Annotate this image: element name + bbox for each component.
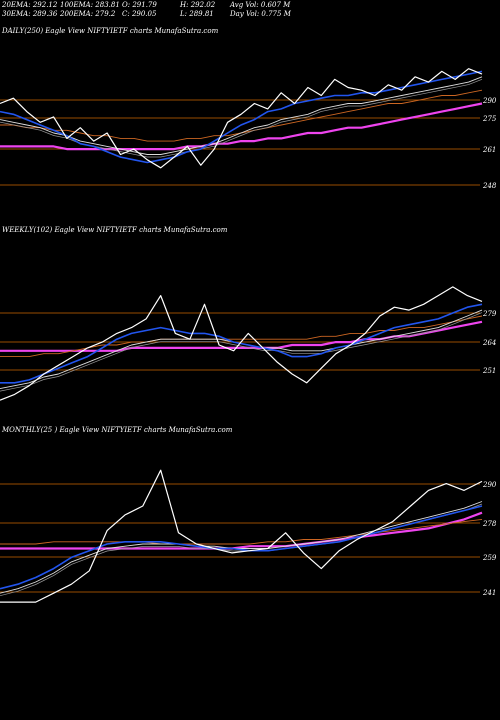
stat-value: 279.2	[93, 10, 116, 18]
y-tick-label: 290	[482, 481, 497, 489]
header-stat: 30EMA: 289.36	[2, 10, 57, 19]
ema30-line	[0, 76, 483, 155]
y-tick-label: 264	[482, 339, 496, 347]
y-tick-label: 251	[482, 367, 496, 375]
header-row-2: 30EMA: 289.36 200EMA: 279.2 C: 290.05 L: 28…	[2, 10, 302, 19]
ema200-line	[0, 102, 483, 151]
header-stat: H: 292.02	[180, 1, 215, 10]
price-line	[0, 469, 483, 603]
stat-label: 100EMA:	[60, 1, 94, 9]
y-tick-label: 279	[482, 310, 497, 318]
y-tick-label: 261	[482, 146, 496, 154]
stat-value: 0.607 M	[258, 1, 291, 9]
header-stat: 200EMA: 279.2	[60, 10, 115, 19]
stat-value: 290.05	[129, 10, 157, 18]
stat-label: C:	[122, 10, 130, 18]
ema100-line	[0, 315, 483, 358]
ema20-line	[0, 303, 483, 384]
stat-label: H:	[180, 1, 189, 9]
ema200-line	[0, 511, 483, 550]
ema30-line	[0, 309, 483, 390]
stat-label: 30EMA:	[2, 10, 31, 18]
panel-title: MONTHLY(25 ) Eagle View NIFTYIETF charts…	[2, 426, 233, 434]
stat-label: O:	[122, 1, 131, 9]
stat-label: Day Vol:	[230, 10, 260, 18]
stat-value: 289.81	[187, 10, 214, 18]
price-line	[0, 286, 483, 401]
header-stat: C: 290.05	[122, 10, 156, 19]
indicator-header: 20EMA: 292.12 100EMA: 283.81 O: 291.79 H: 2…	[2, 1, 302, 19]
y-tick-label: 275	[482, 115, 497, 123]
stat-value: 292.12	[30, 1, 58, 9]
chart-svg-daily: 290 275 261 248	[0, 68, 497, 190]
ema30-line	[0, 501, 483, 594]
y-tick-label: 241	[482, 589, 496, 597]
stat-value: 0.775 M	[259, 10, 291, 18]
header-stat: 20EMA: 292.12	[2, 1, 57, 10]
stat-label: Avg Vol:	[230, 1, 259, 9]
ema20-line	[0, 505, 483, 590]
stat-label: 20EMA:	[2, 1, 31, 9]
stat-label: 200EMA:	[60, 10, 94, 18]
y-tick-label: 259	[482, 554, 497, 562]
stat-value: 289.36	[30, 10, 58, 18]
header-stat: O: 291.79	[122, 1, 157, 10]
y-tick-label: 290	[482, 97, 497, 105]
header-stat: L: 289.81	[180, 10, 214, 19]
y-tick-label: 248	[482, 182, 497, 190]
header-stat: Avg Vol: 0.607 M	[230, 1, 290, 10]
header-row-1: 20EMA: 292.12 100EMA: 283.81 O: 291.79 H: 2…	[2, 1, 302, 10]
chart-svg-monthly: 290 278 259 241	[0, 469, 497, 603]
panel-title: DAILY(250) Eagle View NIFTYIETF charts M…	[2, 27, 219, 35]
stat-value: 283.81	[93, 1, 120, 9]
price-line	[0, 68, 483, 169]
y-tick-label: 278	[482, 520, 497, 528]
stat-value: 292.02	[188, 1, 216, 9]
ema100-line	[0, 518, 483, 545]
ema30-band-line	[0, 312, 483, 392]
header-stat: 100EMA: 283.81	[60, 1, 120, 10]
chart-svg-weekly: 279 264 251	[0, 286, 497, 401]
ema20-line	[0, 70, 483, 164]
stat-value: 291.79	[130, 1, 157, 9]
panel-title: WEEKLY(102) Eagle View NIFTYIETF charts …	[2, 226, 228, 234]
ema200-line	[0, 320, 483, 352]
header-stat: Day Vol: 0.775 M	[230, 10, 291, 19]
stat-label: L:	[180, 10, 188, 18]
